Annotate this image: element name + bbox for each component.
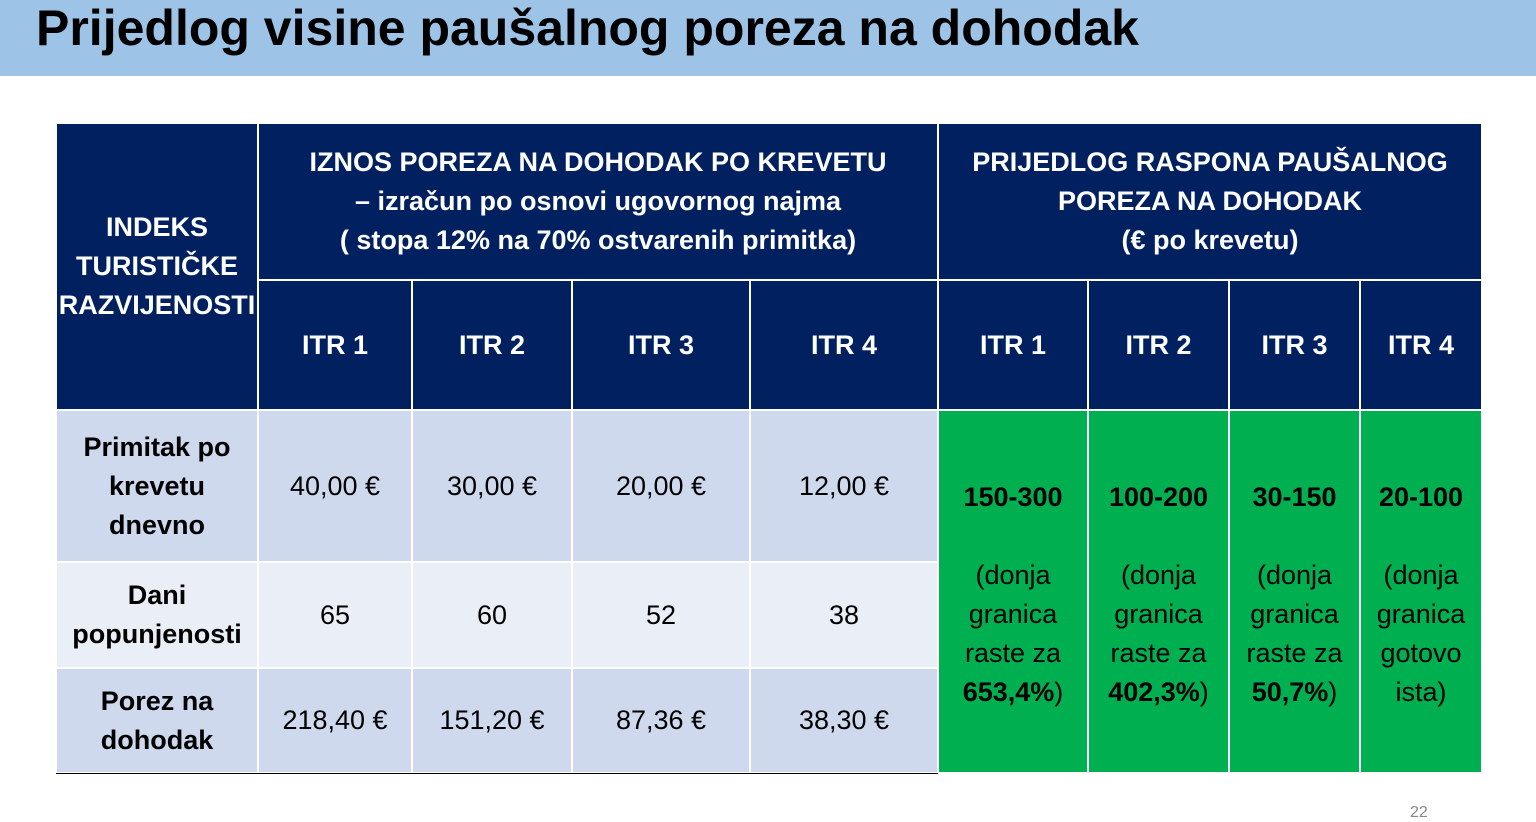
data-cell: 38,30 € bbox=[750, 668, 938, 773]
column-header: ITR 4 bbox=[1360, 280, 1482, 410]
data-cell: 65 bbox=[258, 562, 412, 668]
row-label-line: dohodak bbox=[100, 724, 214, 755]
data-cell: 218,40 € bbox=[258, 668, 412, 773]
row-label-line: dnevno bbox=[108, 509, 205, 540]
proposal-note-end: ) bbox=[1328, 677, 1338, 707]
group-header-line: ( stopa 12% na 70% ostvarenih primitka) bbox=[339, 225, 857, 255]
group-header: IZNOS POREZA NA DOHODAK PO KREVETU – izra… bbox=[258, 123, 938, 280]
table-bottom-rule bbox=[56, 772, 938, 774]
proposal-note-line: raste za bbox=[1110, 638, 1207, 668]
proposal-note-line: (donja bbox=[1383, 560, 1459, 590]
proposal-note-line: ista) bbox=[1395, 677, 1447, 707]
proposal-range: 20-100 bbox=[1378, 482, 1464, 512]
proposal-note-line: granica bbox=[1376, 599, 1466, 629]
data-value: 60 bbox=[476, 599, 508, 630]
data-cell: 12,00 € bbox=[750, 410, 938, 562]
data-value: 151,20 € bbox=[439, 705, 545, 735]
row-label: Dani popunjenosti bbox=[56, 562, 258, 668]
data-value: 65 bbox=[319, 599, 351, 630]
proposal-note-last-line: 50,7%) bbox=[1252, 673, 1338, 712]
group-header-line: – izračun po osnovi ugovornog najma bbox=[354, 186, 842, 216]
data-value: 87,36 € bbox=[615, 705, 707, 735]
column-header-text: ITR 3 bbox=[627, 329, 694, 360]
column-header-text: ITR 2 bbox=[458, 329, 525, 360]
proposal-note-line: granica bbox=[1250, 599, 1339, 629]
proposal-cell: 30-150 (donja granica raste za 50,7%) bbox=[1229, 410, 1360, 773]
proposal-cell: 20-100 (donja granica gotovo ista) bbox=[1360, 410, 1482, 773]
row-label-line: Porez na bbox=[100, 685, 214, 716]
row-label: Porez na dohodak bbox=[56, 668, 258, 773]
proposal-percent: 653,4% bbox=[962, 677, 1055, 707]
data-value: 20,00 € bbox=[615, 470, 707, 501]
data-cell: 38 bbox=[750, 562, 938, 668]
data-cell: 52 bbox=[572, 562, 750, 668]
column-header-text: ITR 4 bbox=[810, 329, 877, 360]
proposal-note-last-line: 402,3%) bbox=[1108, 673, 1209, 712]
proposal-note-line: (donja bbox=[1120, 560, 1197, 590]
corner-line: RAZVIJENOSTI bbox=[58, 290, 256, 320]
data-cell: 60 bbox=[412, 562, 572, 668]
proposal-note-end: ) bbox=[1199, 677, 1209, 707]
proposal-cell: 150-300 (donja granica raste za 653,4%) bbox=[938, 410, 1088, 773]
column-header: ITR 3 bbox=[572, 280, 750, 410]
column-header-text: ITR 1 bbox=[301, 329, 368, 360]
data-cell: 151,20 € bbox=[412, 668, 572, 773]
proposal-range: 100-200 bbox=[1108, 482, 1209, 512]
title-bar: Prijedlog visine paušalnog poreza na doh… bbox=[0, 0, 1536, 76]
group-header-line: IZNOS POREZA NA DOHODAK PO KREVETU bbox=[309, 147, 887, 177]
data-value: 12,00 € bbox=[798, 470, 890, 501]
column-header-text: ITR 4 bbox=[1387, 329, 1454, 360]
proposal-note-line: gotovo bbox=[1380, 638, 1462, 668]
corner-line: TURISTIČKE bbox=[76, 251, 238, 281]
data-value: 30,00 € bbox=[446, 470, 538, 501]
group-header-line: POREZA NA DOHODAK bbox=[1057, 186, 1362, 216]
row-label-line: Primitak po bbox=[83, 431, 231, 462]
row-label-line: Dani bbox=[127, 580, 187, 610]
column-header-text: ITR 3 bbox=[1261, 329, 1328, 360]
proposal-note-line: granica bbox=[968, 599, 1058, 629]
column-header-text: ITR 2 bbox=[1125, 329, 1192, 360]
proposal-note-line: (donja bbox=[975, 560, 1051, 590]
data-cell: 87,36 € bbox=[572, 668, 750, 773]
data-value: 52 bbox=[645, 599, 677, 630]
row-label-line: krevetu bbox=[108, 470, 206, 501]
proposal-note-line: raste za bbox=[964, 638, 1062, 668]
proposal-cell: 100-200 (donja granica raste za 402,3%) bbox=[1088, 410, 1229, 773]
data-value: 218,40 € bbox=[282, 705, 388, 735]
group-header-line: PRIJEDLOG RASPONA PAUŠALNOG bbox=[972, 147, 1448, 177]
proposal-note-last-line: 653,4%) bbox=[963, 673, 1064, 712]
data-cell: 20,00 € bbox=[572, 410, 750, 562]
proposal-note-line: (donja bbox=[1256, 560, 1333, 590]
group-header-line: (€ po krevetu) bbox=[1121, 225, 1299, 255]
data-cell: 40,00 € bbox=[258, 410, 412, 562]
data-value: 40,00 € bbox=[289, 470, 381, 501]
data-value: 38,30 € bbox=[798, 705, 890, 735]
corner-header: INDEKS TURISTIČKE RAZVIJENOSTI bbox=[56, 123, 258, 410]
column-header: ITR 2 bbox=[1088, 280, 1229, 410]
column-header: ITR 1 bbox=[938, 280, 1088, 410]
proposal-range: 30-150 bbox=[1252, 482, 1337, 512]
data-value: 38 bbox=[828, 599, 860, 630]
column-header-text: ITR 1 bbox=[979, 329, 1046, 360]
corner-line: INDEKS bbox=[105, 212, 208, 242]
column-header: ITR 2 bbox=[412, 280, 572, 410]
row-label: Primitak po krevetu dnevno bbox=[56, 410, 258, 562]
proposal-note-end: ) bbox=[1054, 677, 1064, 707]
column-header: ITR 3 bbox=[1229, 280, 1360, 410]
page-number: 22 bbox=[1410, 804, 1428, 821]
row-label-line: popunjenosti bbox=[72, 619, 242, 649]
column-header: ITR 1 bbox=[258, 280, 412, 410]
proposal-note-line: granica bbox=[1114, 599, 1203, 629]
proposal-range: 150-300 bbox=[963, 482, 1063, 512]
group-header: PRIJEDLOG RASPONA PAUŠALNOG POREZA NA DOH… bbox=[938, 123, 1482, 280]
data-cell: 30,00 € bbox=[412, 410, 572, 562]
proposal-percent: 402,3% bbox=[1108, 677, 1200, 707]
proposal-percent: 50,7% bbox=[1251, 677, 1329, 707]
proposal-note-line: raste za bbox=[1246, 638, 1343, 668]
title: Prijedlog visine paušalnog poreza na doh… bbox=[36, 0, 1139, 56]
column-header: ITR 4 bbox=[750, 280, 938, 410]
